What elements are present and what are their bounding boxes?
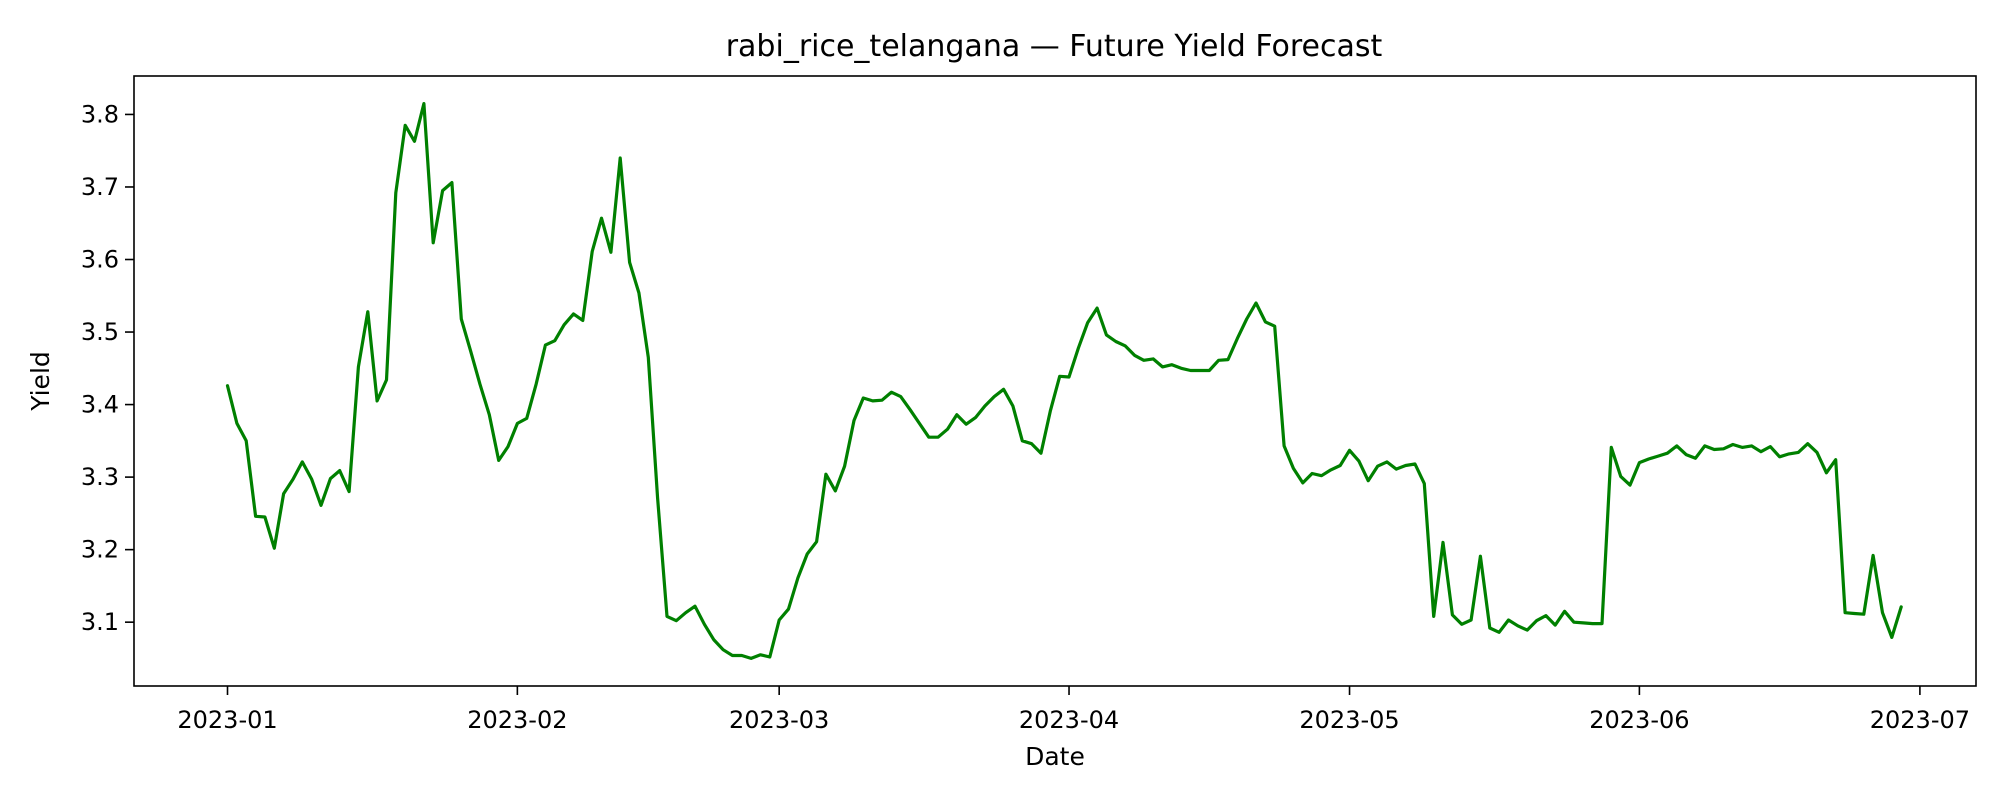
y-tick-label: 3.5 — [81, 318, 119, 346]
plot-frame — [133, 75, 1977, 687]
x-tick-label: 2023-04 — [1019, 706, 1119, 734]
y-tick-label: 3.3 — [81, 463, 119, 491]
y-tick-label: 3.7 — [81, 173, 119, 201]
x-tick-label: 2023-03 — [729, 706, 829, 734]
x-axis: 2023-01 2023-02 2023-03 2023-04 2023-05 2023-… — [177, 686, 1970, 734]
x-tick-label: 2023-07 — [1870, 706, 1970, 734]
y-tick-label: 3.8 — [81, 100, 119, 128]
x-axis-label: Date — [1025, 742, 1085, 771]
x-tick-label: 2023-05 — [1299, 706, 1399, 734]
y-axis: 3.1 3.2 3.3 3.4 3.5 3.6 3.7 3.8 — [81, 100, 134, 636]
x-tick-label: 2023-02 — [467, 706, 567, 734]
x-tick-label: 2023-06 — [1589, 706, 1689, 734]
x-tick-label: 2023-01 — [177, 706, 277, 734]
series-line — [225, 102, 1903, 660]
y-tick-label: 3.2 — [81, 536, 119, 564]
y-tick-label: 3.1 — [81, 608, 119, 636]
y-axis-label: Yield — [26, 351, 55, 412]
y-tick-label: 3.4 — [81, 391, 119, 419]
y-tick-label: 3.6 — [81, 246, 119, 274]
chart-title: rabi_rice_telangana — Future Yield Forec… — [726, 29, 1383, 64]
